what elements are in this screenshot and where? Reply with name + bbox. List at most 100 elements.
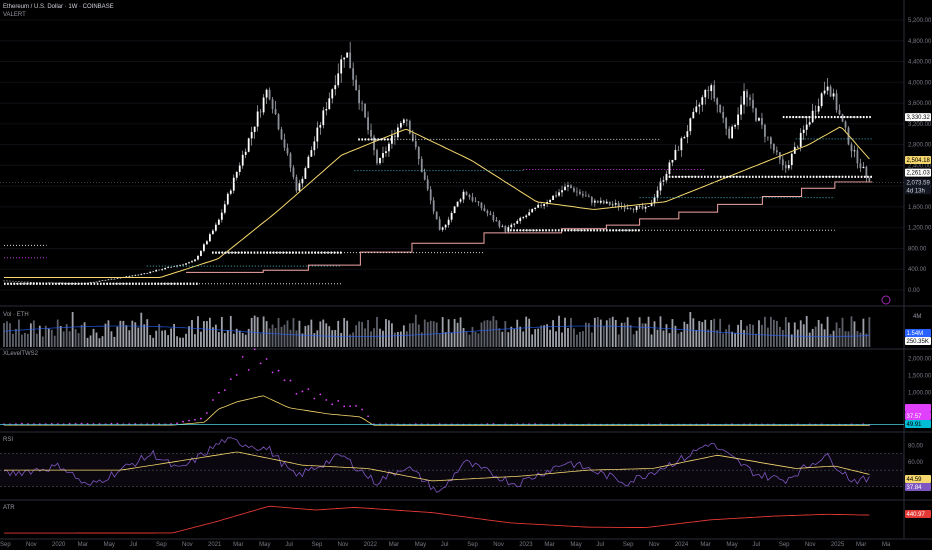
price-tag: 2,073.59	[907, 180, 931, 186]
xlevel-pane[interactable]	[0, 348, 904, 426]
candle-body	[459, 199, 462, 202]
volume-bar	[677, 333, 680, 347]
candle-body	[29, 282, 32, 283]
volume-pane[interactable]	[3, 312, 871, 347]
atr-pane[interactable]	[4, 505, 870, 534]
symbol-title[interactable]: Ethereum / U.S. Dollar · 1W · COINBASE	[3, 4, 114, 10]
volume-bar	[844, 331, 847, 347]
rsi-label[interactable]: RSI	[3, 437, 14, 443]
candle-body	[444, 224, 447, 228]
candle-body	[59, 282, 62, 284]
volume-bar	[826, 316, 829, 347]
candle-body	[623, 205, 626, 209]
candle-body	[307, 156, 310, 169]
candle-body	[582, 194, 584, 196]
atr-label[interactable]: ATR	[3, 505, 15, 511]
xlevel-dot	[217, 391, 220, 394]
candle-body	[238, 165, 241, 172]
volume-bar	[770, 316, 772, 347]
candle-body	[516, 220, 519, 224]
volume-bar	[629, 324, 632, 347]
volume-bar	[614, 319, 617, 347]
volume-bar	[576, 334, 578, 347]
candle-body	[838, 109, 841, 115]
volume-bar	[50, 329, 53, 347]
candle-body	[596, 200, 599, 203]
volume-label[interactable]: Vol · ETH	[3, 312, 29, 318]
volume-bar	[790, 334, 793, 347]
candle-body	[713, 85, 716, 99]
candle-body	[128, 276, 131, 277]
candle-body	[426, 179, 429, 190]
volume-bar	[567, 328, 569, 347]
candle-body	[644, 206, 647, 209]
candle-body	[638, 206, 641, 207]
volume-bar	[492, 316, 495, 347]
candle-body	[862, 166, 865, 169]
xlevel-dot	[253, 348, 256, 351]
candle-body	[722, 112, 725, 119]
candle-body	[164, 267, 167, 270]
candle-body	[283, 139, 286, 148]
indicator-label[interactable]: VALERT	[3, 12, 26, 18]
candle-body	[334, 85, 337, 90]
candle-body	[328, 98, 331, 110]
candle-body	[784, 165, 787, 169]
volume-bar	[647, 316, 650, 347]
candle-body	[605, 201, 608, 204]
candle-body	[441, 227, 444, 230]
volume-bar	[802, 324, 805, 347]
xlevel-dot	[265, 358, 268, 360]
candle-body	[850, 144, 853, 152]
volume-bar	[474, 331, 477, 347]
candle-body	[659, 181, 662, 191]
rsi-pane[interactable]	[0, 437, 904, 493]
volume-bar	[15, 328, 17, 347]
volume-bar	[98, 338, 101, 347]
volume-bar	[540, 325, 543, 347]
volume-bar	[188, 326, 190, 347]
candle-body	[9, 280, 11, 282]
time-axis-label: Nov	[182, 542, 193, 548]
volume-bar	[226, 330, 229, 347]
volume-bar	[217, 332, 220, 347]
volume-bar	[113, 336, 116, 347]
candle-body	[140, 273, 143, 275]
volume-bar	[21, 334, 23, 347]
volume-scale-label: 4M	[913, 314, 922, 320]
xlevel-dot	[307, 388, 310, 391]
price-tag-bg	[905, 155, 931, 164]
moving-average-line	[4, 126, 870, 278]
candle-body	[674, 149, 677, 160]
volume-bar	[211, 327, 214, 347]
candle-body	[194, 259, 196, 262]
candle-body	[465, 191, 468, 195]
volume-bar	[444, 332, 447, 347]
volume-bar	[725, 329, 728, 347]
candle-body	[253, 126, 256, 132]
candle-body	[704, 89, 707, 98]
candle-body	[298, 183, 301, 191]
volume-tag-bg	[905, 329, 931, 337]
volume-bar	[623, 322, 626, 347]
volume-bar	[203, 321, 205, 347]
candle-body	[32, 282, 35, 283]
volume-bar	[23, 332, 26, 347]
candle-body	[584, 195, 587, 197]
candle-body	[211, 230, 214, 235]
volume-bar	[564, 317, 566, 347]
candle-body	[385, 151, 387, 153]
xlevel-dot	[182, 420, 184, 423]
xlevel-label[interactable]: XLevelTWS2	[3, 351, 39, 357]
candle-body	[767, 136, 769, 138]
volume-bar	[525, 316, 528, 347]
xlevel-dot	[349, 405, 352, 408]
candle-body	[626, 208, 629, 209]
volume-bar	[817, 319, 820, 347]
candle-body	[561, 190, 563, 193]
volume-bar	[405, 331, 408, 347]
price-pane[interactable]	[0, 41, 904, 285]
volume-bar	[38, 325, 41, 347]
volume-bar	[480, 322, 483, 347]
volume-bar	[158, 324, 161, 347]
